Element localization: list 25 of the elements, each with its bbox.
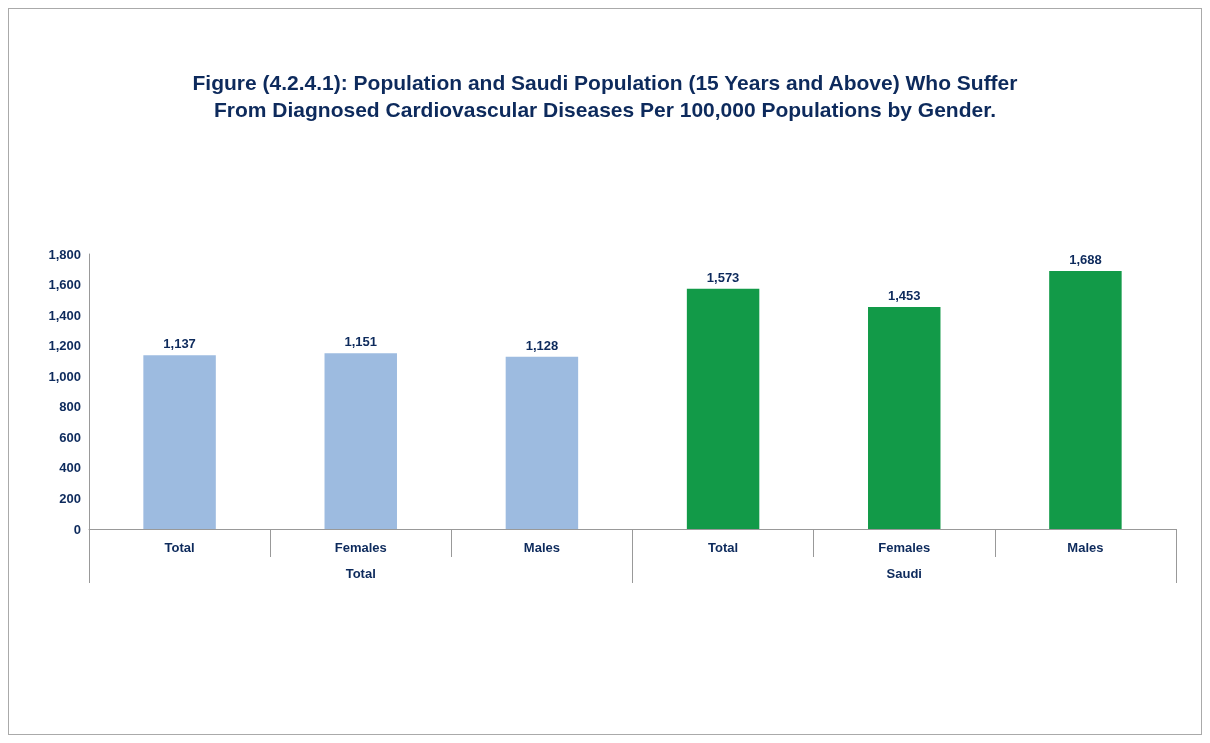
text: Saudi bbox=[886, 566, 922, 581]
y-tick-label: 200 bbox=[59, 490, 81, 506]
data-label: 1,128 bbox=[525, 337, 559, 353]
y-tick-label: 0 bbox=[73, 521, 81, 537]
text: Total bbox=[345, 566, 376, 581]
y-tick-label: 1,000 bbox=[48, 368, 81, 384]
x-tick-label: Males bbox=[523, 540, 560, 555]
x-tick-label: Total bbox=[164, 540, 195, 555]
x-tick-label: Females bbox=[334, 540, 387, 555]
data-label: 1,137 bbox=[163, 336, 196, 352]
y-tick-label: 1,600 bbox=[48, 277, 81, 293]
data-label: 1,573 bbox=[706, 269, 740, 285]
chart-title: Figure (4.2.4.1): Population and Saudi Population (15 Years and Above) Who Suffer From Diagnosed Cardiovascular Diseases Per 100,000 Populations by Gender. bbox=[192, 71, 1018, 121]
y-tick-label: 1,200 bbox=[48, 338, 81, 354]
x-tick-label: Total bbox=[708, 540, 739, 555]
y-tick-label: 1,800 bbox=[48, 246, 81, 262]
y-tick-label: 1,400 bbox=[48, 307, 81, 323]
y-tick-label: 600 bbox=[59, 429, 81, 445]
data-label: 1,151 bbox=[344, 334, 378, 350]
data-label: 1,453 bbox=[887, 288, 921, 304]
x-tick-label: Males bbox=[1067, 540, 1104, 555]
data-label: 1,688 bbox=[1069, 252, 1102, 268]
y-tick-label: 800 bbox=[59, 399, 81, 415]
y-tick-label: 400 bbox=[59, 460, 81, 476]
x-tick-label: Females bbox=[878, 540, 931, 555]
